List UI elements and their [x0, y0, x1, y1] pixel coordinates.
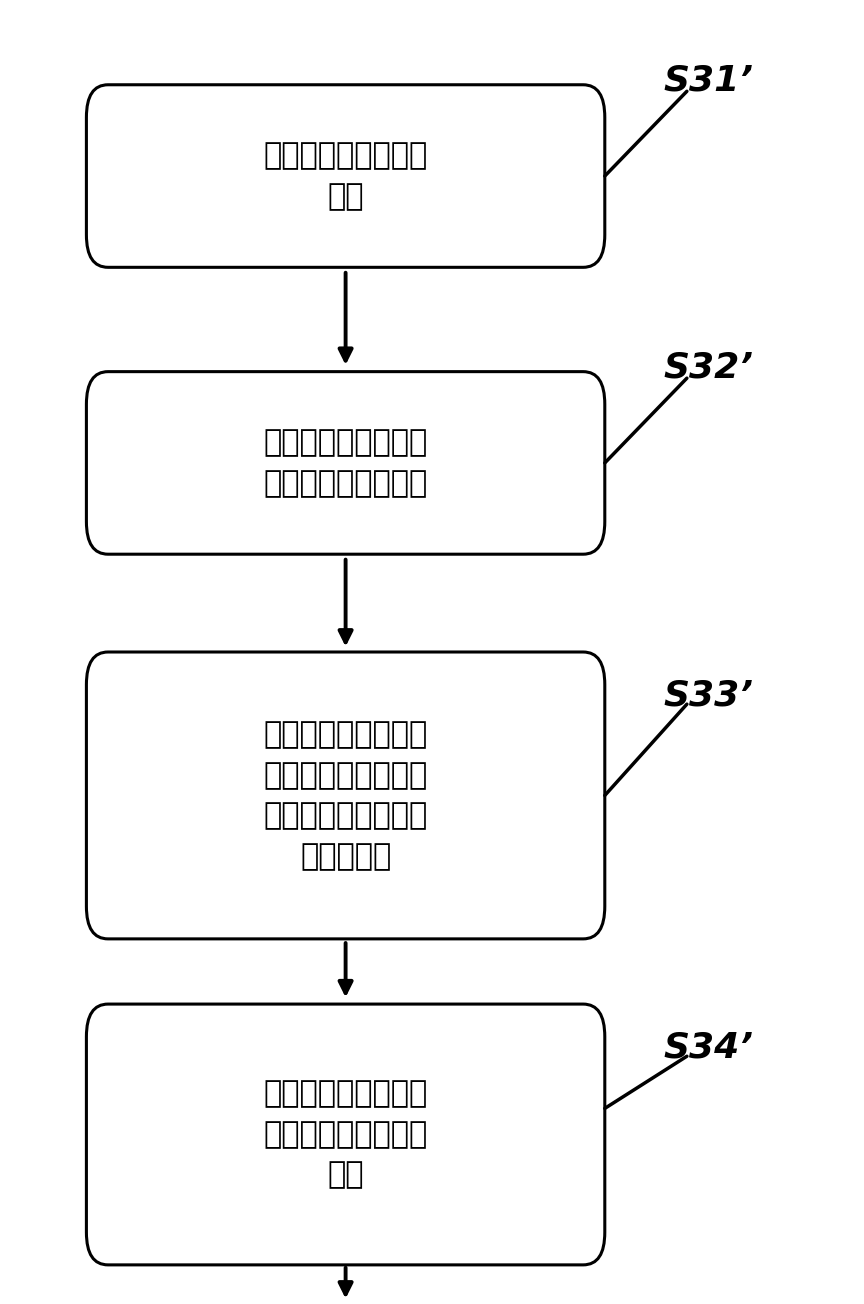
FancyBboxPatch shape	[86, 372, 605, 554]
Text: S34’: S34’	[664, 1030, 753, 1064]
Text: S33’: S33’	[664, 678, 753, 712]
Text: 计算所述统计点的方
位角: 计算所述统计点的方 位角	[264, 141, 428, 211]
Text: 在所述坐标系内划分
出待抽取方位角区域: 在所述坐标系内划分 出待抽取方位角区域	[264, 428, 428, 498]
Text: S32’: S32’	[664, 351, 753, 385]
FancyBboxPatch shape	[86, 1004, 605, 1265]
Text: S31’: S31’	[664, 64, 753, 98]
Text: 建立位于待抽取方位
角内的所述统计点的
索引: 建立位于待抽取方位 角内的所述统计点的 索引	[264, 1080, 428, 1189]
FancyBboxPatch shape	[86, 652, 605, 939]
Text: 根据所述统计点的方
位角判断该统计点是
否位于所述待抽取方
位角区域内: 根据所述统计点的方 位角判断该统计点是 否位于所述待抽取方 位角区域内	[264, 720, 428, 871]
FancyBboxPatch shape	[86, 85, 605, 267]
